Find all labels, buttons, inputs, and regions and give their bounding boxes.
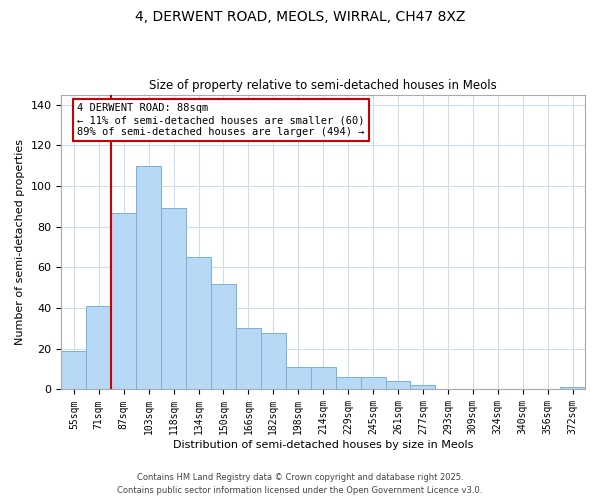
Bar	[261, 332, 286, 390]
Bar	[211, 284, 236, 390]
Bar	[286, 367, 311, 390]
Bar	[161, 208, 186, 390]
Bar	[236, 328, 261, 390]
Y-axis label: Number of semi-detached properties: Number of semi-detached properties	[15, 139, 25, 345]
Bar	[386, 382, 410, 390]
Bar	[410, 386, 436, 390]
Bar	[111, 212, 136, 390]
Bar	[61, 351, 86, 390]
Bar	[335, 378, 361, 390]
Bar	[86, 306, 111, 390]
Bar	[361, 378, 386, 390]
Bar	[186, 258, 211, 390]
Text: Contains HM Land Registry data © Crown copyright and database right 2025.
Contai: Contains HM Land Registry data © Crown c…	[118, 474, 482, 495]
Bar	[311, 367, 335, 390]
Text: 4, DERWENT ROAD, MEOLS, WIRRAL, CH47 8XZ: 4, DERWENT ROAD, MEOLS, WIRRAL, CH47 8XZ	[135, 10, 465, 24]
Bar	[560, 388, 585, 390]
Text: 4 DERWENT ROAD: 88sqm
← 11% of semi-detached houses are smaller (60)
89% of semi: 4 DERWENT ROAD: 88sqm ← 11% of semi-deta…	[77, 104, 365, 136]
Title: Size of property relative to semi-detached houses in Meols: Size of property relative to semi-detach…	[149, 79, 497, 92]
X-axis label: Distribution of semi-detached houses by size in Meols: Distribution of semi-detached houses by …	[173, 440, 473, 450]
Bar	[136, 166, 161, 390]
